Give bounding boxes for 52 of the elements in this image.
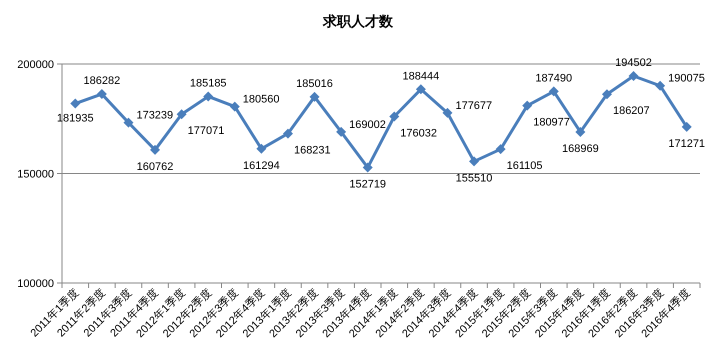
data-label: 161294 [243,160,280,172]
point [655,80,666,91]
data-label: 168969 [562,142,599,155]
point [336,126,346,137]
point [602,89,612,100]
data-label: 185016 [296,78,333,90]
point [150,144,160,155]
data-label: 177677 [455,100,492,112]
data-label: 161105 [506,160,543,172]
data-label: 152719 [349,178,386,191]
data-label: 155510 [456,172,492,184]
point [96,89,107,100]
point [70,98,80,109]
point [123,118,134,128]
data-label: 169002 [349,118,386,131]
data-label: 176032 [400,127,438,140]
data-label: 188444 [402,70,440,82]
y-tick-label: 150000 [17,168,54,180]
data-label: 180560 [242,94,280,106]
data-label: 186207 [612,105,650,118]
data-label: 168231 [294,144,331,157]
point [682,122,692,132]
data-label: 186282 [84,75,120,88]
point [256,144,266,154]
data-label: 173239 [136,110,174,122]
point [203,91,214,102]
point [522,100,532,111]
chart-title: 求职人才数 [322,13,394,29]
y-tick-label: 100000 [17,278,54,290]
data-label: 180977 [533,116,570,129]
data-label: 194502 [615,57,652,70]
point [496,144,506,154]
point [548,86,559,96]
point [362,162,373,173]
point [176,109,187,120]
data-label: 160762 [136,160,174,173]
point [575,126,586,137]
data-label: 177071 [188,125,224,138]
data-label: 181935 [56,112,94,125]
point [469,156,480,166]
data-label: 185185 [190,77,227,90]
point [389,111,400,122]
y-tick-label: 200000 [17,59,54,71]
point [416,84,426,94]
point [282,128,293,139]
point [442,108,452,118]
point [230,102,240,112]
point [310,92,320,102]
data-label: 187490 [535,72,572,84]
point [628,71,639,82]
data-label: 171271 [668,138,706,150]
data-label: 190075 [668,72,705,85]
